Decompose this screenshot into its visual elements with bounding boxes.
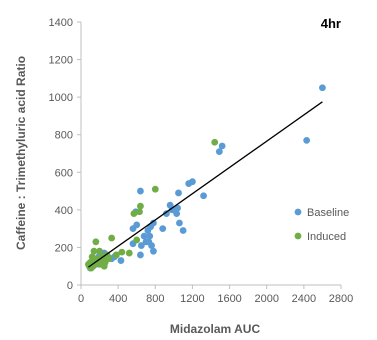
baseline-point	[146, 232, 154, 240]
y-tick-label: 1200	[49, 55, 73, 67]
baseline-point	[218, 142, 226, 150]
baseline-point	[179, 227, 187, 234]
chart-title: 4hr	[321, 16, 341, 31]
induced-point	[211, 138, 219, 146]
y-tick-label: 1400	[49, 17, 73, 29]
x-tick-label: 2000	[254, 293, 278, 305]
x-tick-label: 0	[78, 293, 84, 305]
baseline-point	[303, 136, 311, 144]
x-axis-title: Midazolam AUC	[170, 322, 261, 336]
trendline	[88, 101, 323, 268]
baseline-point	[166, 201, 174, 209]
induced-point	[112, 251, 120, 259]
induced-point	[96, 247, 103, 255]
induced-point	[108, 234, 116, 242]
baseline-point	[163, 210, 170, 218]
baseline-point	[174, 204, 181, 212]
x-tick-label: 800	[146, 293, 164, 305]
induced-point	[130, 210, 138, 218]
baseline-point	[145, 238, 153, 246]
baseline-point	[137, 251, 144, 259]
induced-point	[125, 249, 133, 257]
legend-label-induced: Induced	[307, 231, 346, 243]
induced-point	[92, 238, 100, 246]
baseline-point	[117, 257, 125, 264]
x-tick-label: 1600	[217, 293, 241, 305]
y-tick-label: 200	[55, 242, 73, 254]
baseline-point	[129, 225, 137, 233]
induced-point	[137, 202, 144, 210]
induced-point	[136, 208, 143, 216]
baseline-point	[140, 232, 148, 240]
baseline-point	[175, 189, 182, 197]
x-tick-label: 400	[109, 293, 127, 305]
y-axis-title: Caffeine : Trimethyluric acid Ratio	[14, 56, 28, 250]
baseline-point	[137, 242, 145, 249]
induced-point	[88, 253, 96, 261]
y-tick-label: 800	[55, 130, 73, 142]
x-tick-label: 1200	[180, 293, 204, 305]
legend-marker-induced	[294, 232, 302, 240]
baseline-point	[159, 225, 167, 233]
y-tick-label: 1000	[49, 92, 73, 104]
induced-point	[151, 185, 159, 193]
baseline-point	[215, 148, 223, 156]
y-tick-label: 0	[67, 280, 73, 292]
baseline-point	[176, 219, 183, 227]
baseline-point	[144, 227, 152, 234]
induced-point	[118, 248, 126, 256]
baseline-point	[319, 84, 326, 92]
legend-label-baseline: Baseline	[307, 207, 349, 219]
x-tick-label: 2400	[292, 293, 316, 305]
induced-point	[90, 247, 98, 255]
induced-point	[100, 262, 108, 270]
baseline-point	[137, 187, 144, 195]
induced-point	[133, 236, 141, 244]
baseline-point	[200, 192, 207, 200]
baseline-point	[173, 210, 181, 218]
y-tick-label: 400	[55, 205, 73, 217]
baseline-point	[150, 247, 157, 255]
x-tick-label: 2800	[329, 293, 353, 305]
y-tick-label: 600	[55, 167, 73, 179]
baseline-point	[185, 180, 193, 187]
legend-marker-baseline	[294, 208, 302, 216]
